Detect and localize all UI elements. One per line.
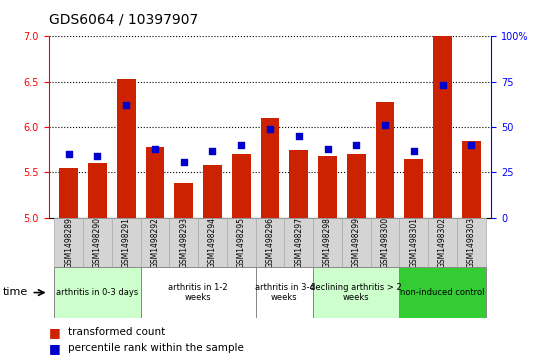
Text: declining arthritis > 2
weeks: declining arthritis > 2 weeks <box>310 282 402 302</box>
FancyBboxPatch shape <box>55 218 83 267</box>
Text: GSM1498294: GSM1498294 <box>208 217 217 268</box>
Bar <box>462 141 481 218</box>
FancyBboxPatch shape <box>457 218 485 267</box>
FancyBboxPatch shape <box>370 218 400 267</box>
FancyBboxPatch shape <box>140 267 255 318</box>
Text: GDS6064 / 10397907: GDS6064 / 10397907 <box>49 13 198 27</box>
FancyBboxPatch shape <box>112 218 140 267</box>
Text: GSM1498301: GSM1498301 <box>409 217 418 268</box>
FancyBboxPatch shape <box>170 218 198 267</box>
Point <box>381 122 389 128</box>
Text: GSM1498290: GSM1498290 <box>93 217 102 268</box>
Text: transformed count: transformed count <box>68 327 165 337</box>
FancyBboxPatch shape <box>55 267 140 318</box>
Bar <box>376 102 394 218</box>
Bar <box>88 163 107 218</box>
Point <box>323 146 332 152</box>
Bar <box>404 159 423 218</box>
Bar <box>146 147 164 218</box>
Bar <box>318 156 337 218</box>
FancyBboxPatch shape <box>140 218 170 267</box>
Text: GSM1498303: GSM1498303 <box>467 217 476 268</box>
Bar <box>203 165 222 218</box>
FancyBboxPatch shape <box>227 218 255 267</box>
FancyBboxPatch shape <box>313 218 342 267</box>
FancyBboxPatch shape <box>285 218 313 267</box>
Text: GSM1498293: GSM1498293 <box>179 217 188 268</box>
Point <box>438 82 447 88</box>
Bar <box>433 36 452 218</box>
Text: arthritis in 3-4
weeks: arthritis in 3-4 weeks <box>254 282 314 302</box>
Bar <box>232 154 251 218</box>
FancyBboxPatch shape <box>400 267 485 318</box>
FancyBboxPatch shape <box>198 218 227 267</box>
Point <box>409 148 418 154</box>
FancyBboxPatch shape <box>313 267 400 318</box>
Text: GSM1498300: GSM1498300 <box>381 217 389 268</box>
Text: arthritis in 0-3 days: arthritis in 0-3 days <box>56 288 139 297</box>
Text: GSM1498298: GSM1498298 <box>323 217 332 268</box>
FancyBboxPatch shape <box>342 218 370 267</box>
Text: GSM1498295: GSM1498295 <box>237 217 246 268</box>
Bar <box>174 183 193 218</box>
Text: GSM1498289: GSM1498289 <box>64 217 73 268</box>
Text: GSM1498292: GSM1498292 <box>151 217 159 268</box>
FancyBboxPatch shape <box>428 218 457 267</box>
Text: ■: ■ <box>49 342 60 355</box>
Text: non-induced control: non-induced control <box>400 288 485 297</box>
Text: GSM1498297: GSM1498297 <box>294 217 303 268</box>
Point <box>467 142 476 148</box>
Point <box>64 151 73 157</box>
Text: GSM1498291: GSM1498291 <box>122 217 131 268</box>
Bar <box>59 168 78 218</box>
FancyBboxPatch shape <box>255 218 285 267</box>
Text: time: time <box>3 287 28 297</box>
Point <box>208 148 217 154</box>
FancyBboxPatch shape <box>83 218 112 267</box>
Text: GSM1498299: GSM1498299 <box>352 217 361 268</box>
Bar <box>289 150 308 218</box>
Text: GSM1498302: GSM1498302 <box>438 217 447 268</box>
Point <box>266 126 274 132</box>
Bar <box>117 79 136 218</box>
Point <box>352 142 361 148</box>
FancyBboxPatch shape <box>255 267 313 318</box>
Bar <box>261 118 279 218</box>
Point <box>179 159 188 164</box>
Point <box>151 146 159 152</box>
Point <box>93 153 102 159</box>
FancyBboxPatch shape <box>400 218 428 267</box>
Text: ■: ■ <box>49 326 60 339</box>
Point <box>294 133 303 139</box>
Text: percentile rank within the sample: percentile rank within the sample <box>68 343 244 354</box>
Text: arthritis in 1-2
weeks: arthritis in 1-2 weeks <box>168 282 228 302</box>
Point <box>237 142 246 148</box>
Text: GSM1498296: GSM1498296 <box>266 217 274 268</box>
Point <box>122 102 131 108</box>
Bar <box>347 154 366 218</box>
